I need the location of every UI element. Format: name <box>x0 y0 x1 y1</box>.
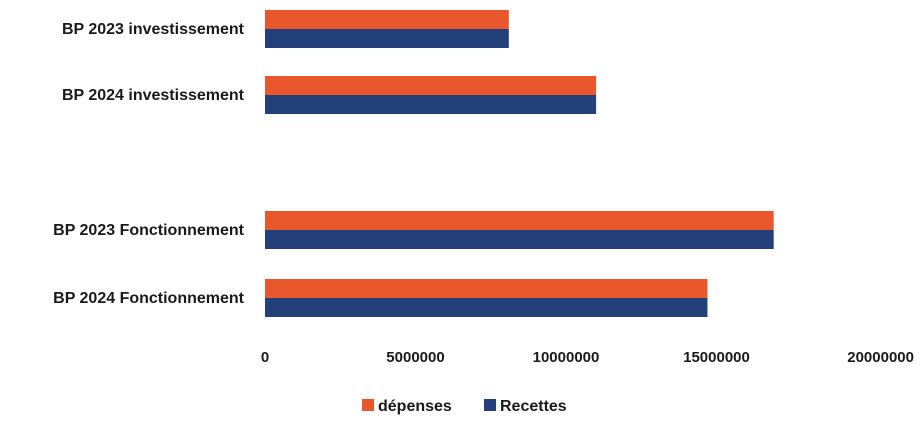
category-label: BP 2023 Fonctionnement <box>53 222 245 239</box>
bar-recettes <box>265 29 509 48</box>
x-tick-label: 20000000 <box>847 349 914 366</box>
category-label: BP 2023 investissement <box>62 21 245 38</box>
category-label: BP 2024 investissement <box>62 87 245 104</box>
bar-depenses <box>265 279 708 298</box>
bar-depenses <box>265 10 509 29</box>
legend-swatch-depenses <box>362 399 374 411</box>
legend-swatch-recettes <box>484 399 496 411</box>
legend-label: dépenses <box>378 398 452 415</box>
x-tick-label: 0 <box>261 349 269 366</box>
bar-recettes <box>265 230 774 249</box>
x-tick-label: 10000000 <box>533 349 600 366</box>
bar-depenses <box>265 211 774 230</box>
x-tick-label: 15000000 <box>683 349 750 366</box>
bar-depenses <box>265 76 597 95</box>
x-tick-label: 5000000 <box>386 349 444 366</box>
legend-label: Recettes <box>500 398 567 415</box>
category-label: BP 2024 Fonctionnement <box>53 290 245 307</box>
bar-recettes <box>265 95 597 114</box>
bar-recettes <box>265 298 708 317</box>
